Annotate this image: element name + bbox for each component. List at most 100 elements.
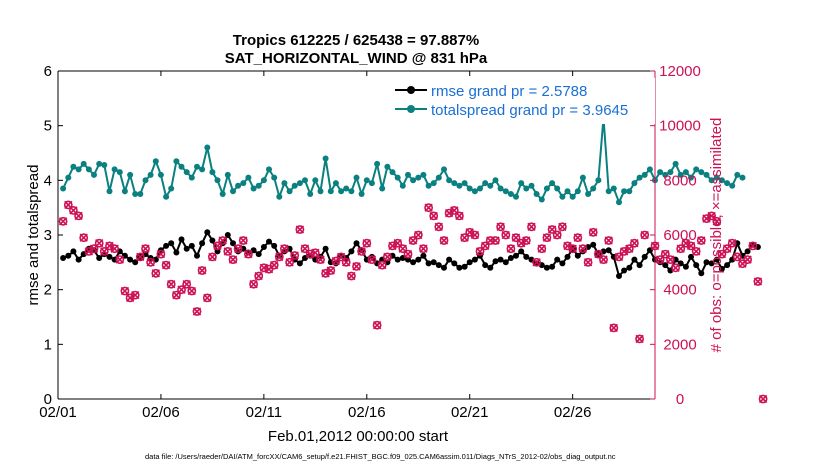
footer-data-file: data file: /Users/raeder/DAI/ATM_forcXX/… (145, 452, 616, 461)
x-axis-label: Feb.01,2012 00:00:00 start (268, 428, 449, 445)
obs-assimilated-marker (362, 239, 371, 248)
obs-possible-marker (594, 249, 603, 259)
totalspread-point (693, 166, 700, 173)
series-layer (58, 111, 768, 404)
obs-possible-marker (537, 244, 547, 254)
totalspread-point (224, 171, 231, 178)
y-left-tick-label: 3 (44, 227, 52, 244)
totalspread-point (718, 177, 725, 184)
rmse-point (518, 248, 525, 255)
x-tick-label: 02/01 (39, 404, 77, 421)
obs-assimilated-marker (228, 255, 238, 264)
y-right-tick-label: 0 (676, 391, 684, 408)
rmse-point (549, 263, 556, 270)
obs-possible-marker (264, 264, 274, 274)
rmse-point (322, 245, 329, 252)
totalspread-point (266, 166, 272, 173)
legend-rmse-marker (407, 86, 415, 94)
obs-assimilated-marker (239, 236, 248, 245)
rmse-point (466, 259, 473, 266)
totalspread-point (708, 177, 715, 184)
obs-assimilated-marker (290, 251, 299, 260)
obs-possible-marker (614, 252, 624, 262)
totalspread-point (729, 182, 736, 189)
totalspread-point (595, 177, 602, 184)
totalspread-point (616, 199, 622, 206)
obs-assimilated-marker (692, 247, 701, 256)
totalspread-point (688, 174, 694, 181)
obs-possible-marker (609, 323, 619, 333)
obs-possible-marker (624, 244, 634, 254)
totalspread-point (183, 169, 190, 176)
obs-possible-marker (604, 236, 614, 245)
totalspread-point (276, 193, 283, 200)
rmse-point (718, 265, 725, 272)
rmse-point (353, 240, 360, 247)
obs-assimilated-marker (105, 241, 114, 251)
obs-possible-marker (748, 241, 758, 251)
obs-assimilated-marker (378, 260, 387, 270)
obs-possible-marker (727, 238, 737, 248)
obs-possible-marker (424, 203, 433, 213)
totalspread-point (96, 160, 103, 167)
obs-assimilated-marker (568, 244, 577, 253)
y-left-tick-label: 0 (44, 391, 52, 408)
obs-assimilated-marker (429, 211, 438, 221)
totalspread-point (456, 182, 463, 189)
obs-possible-marker (300, 244, 310, 254)
totalspread-point (502, 188, 509, 195)
rmse-point (492, 258, 499, 265)
obs-assimilated-marker (131, 290, 140, 300)
totalspread-point (507, 191, 514, 197)
totalspread-point (682, 169, 689, 176)
rmse-point (173, 249, 180, 256)
totalspread-point (307, 191, 314, 197)
obs-assimilated-marker (697, 236, 706, 245)
obs-possible-marker (547, 225, 557, 234)
totalspread-point (132, 191, 139, 197)
totalspread-point (60, 185, 67, 192)
obs-possible-marker (295, 225, 305, 234)
rmse-point (415, 256, 422, 263)
rmse-point (564, 253, 571, 260)
obs-possible-marker (238, 236, 248, 245)
obs-possible-marker (254, 271, 264, 281)
obs-assimilated-marker (254, 271, 263, 281)
rmse-point (435, 262, 442, 269)
chart-title-line1: Tropics 612225 / 625438 = 97.887% (233, 32, 479, 49)
obs-possible-marker (475, 246, 485, 256)
obs-assimilated-marker (666, 255, 675, 264)
obs-possible-marker (69, 205, 78, 215)
totalspread-point (137, 191, 144, 197)
totalspread-point (538, 196, 545, 203)
obs-possible-marker (290, 251, 300, 260)
totalspread-point (121, 188, 128, 195)
totalspread-point (610, 185, 617, 192)
totalspread-point (564, 188, 571, 195)
obs-possible-marker (511, 233, 521, 243)
obs-assimilated-marker (161, 260, 171, 270)
totalspread-point (312, 177, 319, 184)
obs-assimilated-marker (712, 217, 721, 226)
obs-assimilated-marker (326, 266, 335, 275)
totalspread-point (111, 166, 118, 173)
obs-assimilated-marker (156, 249, 166, 259)
obs-possible-marker (480, 241, 490, 251)
rmse-point (724, 262, 731, 269)
obs-possible-marker (94, 238, 104, 248)
obs-possible-marker (599, 255, 608, 264)
obs-assimilated-marker (470, 230, 480, 240)
obs-assimilated-marker (275, 252, 284, 262)
obs-assimilated-marker (681, 239, 691, 248)
rmse-point (662, 262, 669, 269)
totalspread-point (703, 171, 710, 178)
obs-assimilated-marker (197, 266, 207, 275)
obs-assimilated-marker (58, 217, 68, 226)
rmse-point (626, 264, 633, 271)
rmse-point (703, 259, 710, 266)
obs-assimilated-marker (280, 244, 289, 253)
totalspread-point (574, 188, 581, 195)
obs-possible-marker (120, 286, 130, 296)
obs-possible-marker (89, 244, 99, 254)
totalspread-point (70, 163, 77, 170)
